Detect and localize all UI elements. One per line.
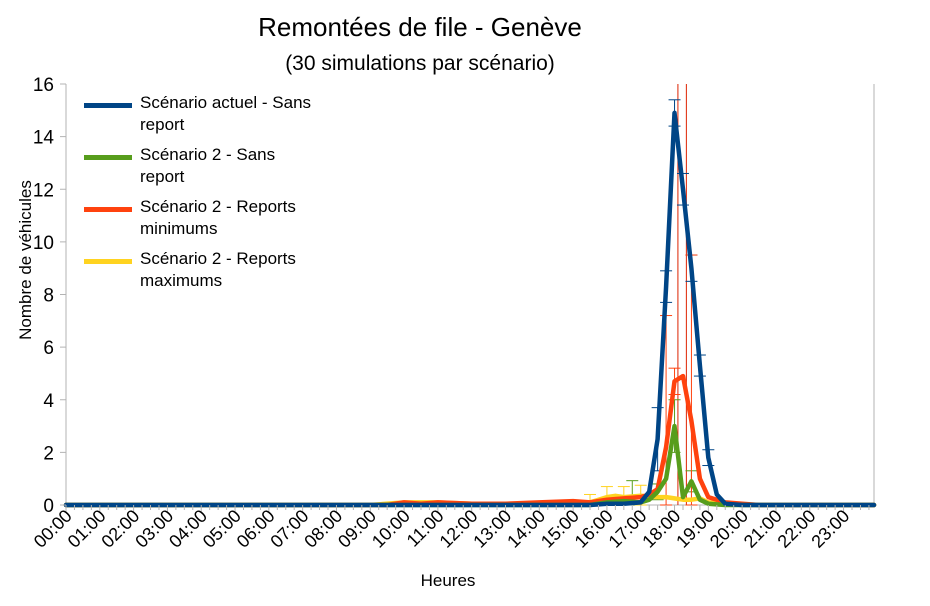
x-tick-label: 23:00	[807, 506, 853, 552]
x-tick-label: 19:00	[672, 506, 718, 552]
x-tick-label: 04:00	[165, 506, 211, 552]
y-tick-label: 0	[43, 496, 54, 517]
x-tick-label: 09:00	[334, 506, 380, 552]
x-tick-label: 03:00	[131, 506, 177, 552]
chart-title: Remontées de file - Genève	[258, 12, 582, 42]
legend-swatch	[84, 259, 132, 264]
y-tick-label: 16	[33, 75, 54, 96]
x-tick-label: 18:00	[638, 506, 684, 552]
legend-label: Scénario 2 - Sans report	[140, 145, 276, 186]
x-tick-label: 17:00	[605, 506, 651, 552]
y-tick-label: 6	[43, 338, 54, 359]
x-tick-label: 06:00	[233, 506, 279, 552]
chart-legend: Scénario actuel - Sans report Scénario 2…	[78, 88, 320, 298]
legend-swatch	[84, 155, 132, 160]
y-tick-label: 14	[33, 128, 55, 149]
chart-series	[63, 110, 877, 508]
chart-subtitle: (30 simulations par scénario)	[285, 52, 555, 75]
x-tick-label: 12:00	[436, 506, 482, 552]
legend-swatch	[84, 103, 132, 108]
x-tick-label: 07:00	[266, 506, 312, 552]
series-line	[63, 373, 877, 508]
y-tick-label: 8	[43, 286, 54, 307]
y-tick-label: 10	[33, 233, 54, 254]
legend-swatch	[84, 207, 132, 212]
y-axis-ticks: 0 2 4 6 8 10 12 14 16	[33, 75, 66, 517]
legend-label: Scénario 2 - Reports maximums	[140, 249, 296, 290]
y-axis-label: Nombre de véhicules	[16, 180, 35, 340]
x-axis-label: Heures	[420, 571, 476, 590]
x-tick-label: 05:00	[199, 506, 245, 552]
x-axis-ticks: 00:0001:0002:0003:0004:0005:0006:0007:00…	[30, 505, 870, 552]
y-tick-label: 4	[43, 391, 54, 412]
y-tick-label: 12	[33, 180, 54, 201]
x-tick-label: 01:00	[64, 506, 110, 552]
x-tick-label: 21:00	[740, 506, 786, 552]
series-line	[63, 110, 877, 508]
x-tick-label: 10:00	[368, 506, 414, 552]
x-tick-label: 13:00	[469, 506, 515, 552]
x-tick-label: 22:00	[774, 506, 820, 552]
x-tick-label: 20:00	[706, 506, 752, 552]
legend-label: Scénario 2 - Reports minimums	[140, 197, 296, 238]
x-tick-label: 14:00	[503, 506, 549, 552]
legend-label: Scénario actuel - Sans report	[140, 93, 312, 134]
y-tick-label: 2	[43, 443, 54, 464]
x-tick-label: 08:00	[300, 506, 346, 552]
x-tick-label: 16:00	[571, 506, 617, 552]
series-line	[63, 423, 877, 508]
x-tick-label: 02:00	[97, 506, 143, 552]
x-tick-label: 15:00	[537, 506, 583, 552]
